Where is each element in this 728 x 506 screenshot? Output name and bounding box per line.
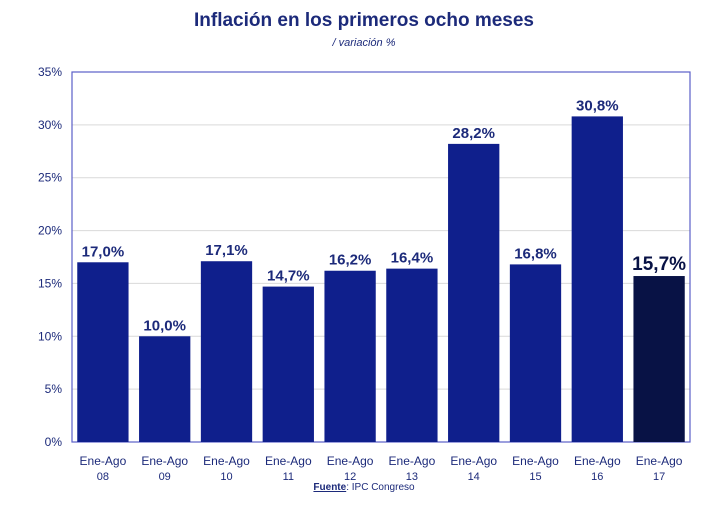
source-text: : IPC Congreso xyxy=(346,482,415,493)
y-tick-label: 5% xyxy=(45,382,63,396)
plot-frame xyxy=(71,71,691,443)
y-tick-label: 30% xyxy=(38,118,62,132)
y-tick-label: 25% xyxy=(38,171,62,185)
x-tick-label: Ene-Ago xyxy=(574,454,621,468)
bar xyxy=(448,143,500,442)
x-tick-label: Ene-Ago xyxy=(203,454,250,468)
x-tick-label: Ene-Ago xyxy=(141,454,188,468)
x-tick-label-year: 11 xyxy=(283,471,294,483)
data-label: 16,8% xyxy=(514,245,557,262)
data-label: 15,7% xyxy=(632,254,686,275)
x-tick-label-year: 15 xyxy=(529,471,541,483)
data-label: 17,0% xyxy=(82,243,125,260)
data-label: 16,4% xyxy=(391,250,434,267)
bar xyxy=(262,286,314,442)
x-tick-label-year: 09 xyxy=(159,471,171,483)
y-tick-label: 35% xyxy=(38,65,62,79)
y-tick-label: 0% xyxy=(45,435,63,449)
x-tick-label: Ene-Ago xyxy=(389,454,436,468)
y-tick-label: 15% xyxy=(38,276,62,290)
y-tick-label: 20% xyxy=(38,224,62,238)
data-label: 10,0% xyxy=(143,317,186,334)
bar xyxy=(77,262,129,442)
y-tick-label: 10% xyxy=(38,329,62,343)
x-tick-label: Ene-Ago xyxy=(80,454,127,468)
source-label: Fuente xyxy=(313,482,347,493)
chart-subtitle: / variación % xyxy=(332,37,396,49)
x-tick-label: Ene-Ago xyxy=(327,454,374,468)
bar xyxy=(139,336,191,442)
x-tick-label: Ene-Ago xyxy=(265,454,312,468)
x-tick-label: Ene-Ago xyxy=(512,454,559,468)
x-tick-label: Ene-Ago xyxy=(636,454,683,468)
x-tick-label-year: 08 xyxy=(97,471,109,483)
bar xyxy=(386,268,438,442)
source-note: Fuente: IPC Congreso xyxy=(0,482,728,493)
data-label: 28,2% xyxy=(452,125,495,142)
bar xyxy=(571,116,623,443)
data-label: 14,7% xyxy=(267,268,310,285)
x-tick-label-year: 10 xyxy=(220,471,232,483)
chart-title: Inflación en los primeros ocho meses xyxy=(194,10,534,31)
data-label: 17,1% xyxy=(205,242,248,259)
data-label: 16,2% xyxy=(329,252,372,269)
x-tick-label-year: 17 xyxy=(653,471,665,483)
bar xyxy=(200,261,253,442)
x-tick-label: Ene-Ago xyxy=(450,454,497,468)
x-tick-label-year: 14 xyxy=(468,471,480,483)
x-tick-label-year: 12 xyxy=(344,471,356,483)
bar xyxy=(633,276,685,442)
bar xyxy=(324,270,376,442)
x-tick-label-year: 16 xyxy=(591,471,603,483)
x-tick-label-year: 13 xyxy=(406,471,418,483)
bar xyxy=(509,264,562,442)
data-label: 30,8% xyxy=(576,97,619,114)
